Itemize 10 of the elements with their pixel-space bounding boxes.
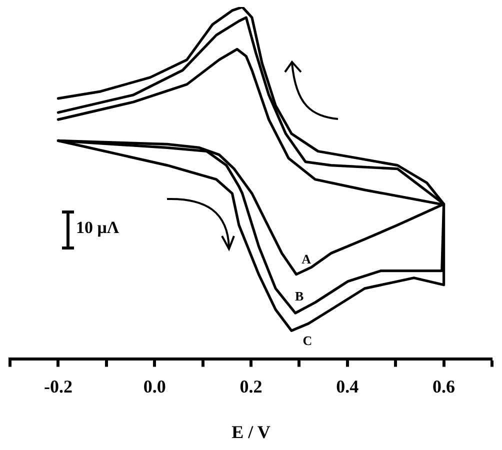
x-tick-label: 0.4 xyxy=(336,376,359,396)
series-label: B xyxy=(295,288,304,304)
series-label: C xyxy=(302,333,312,348)
annotation: 10 μΛ xyxy=(76,218,120,238)
x-axis-title: E / V xyxy=(232,422,270,442)
series-label: A xyxy=(302,252,312,267)
x-tick-label: 0.2 xyxy=(240,376,262,396)
x-tick-label: 0.0 xyxy=(143,376,166,396)
x-tick-label: 0.6 xyxy=(432,376,456,396)
x-tick-label: -0.2 xyxy=(44,376,72,396)
